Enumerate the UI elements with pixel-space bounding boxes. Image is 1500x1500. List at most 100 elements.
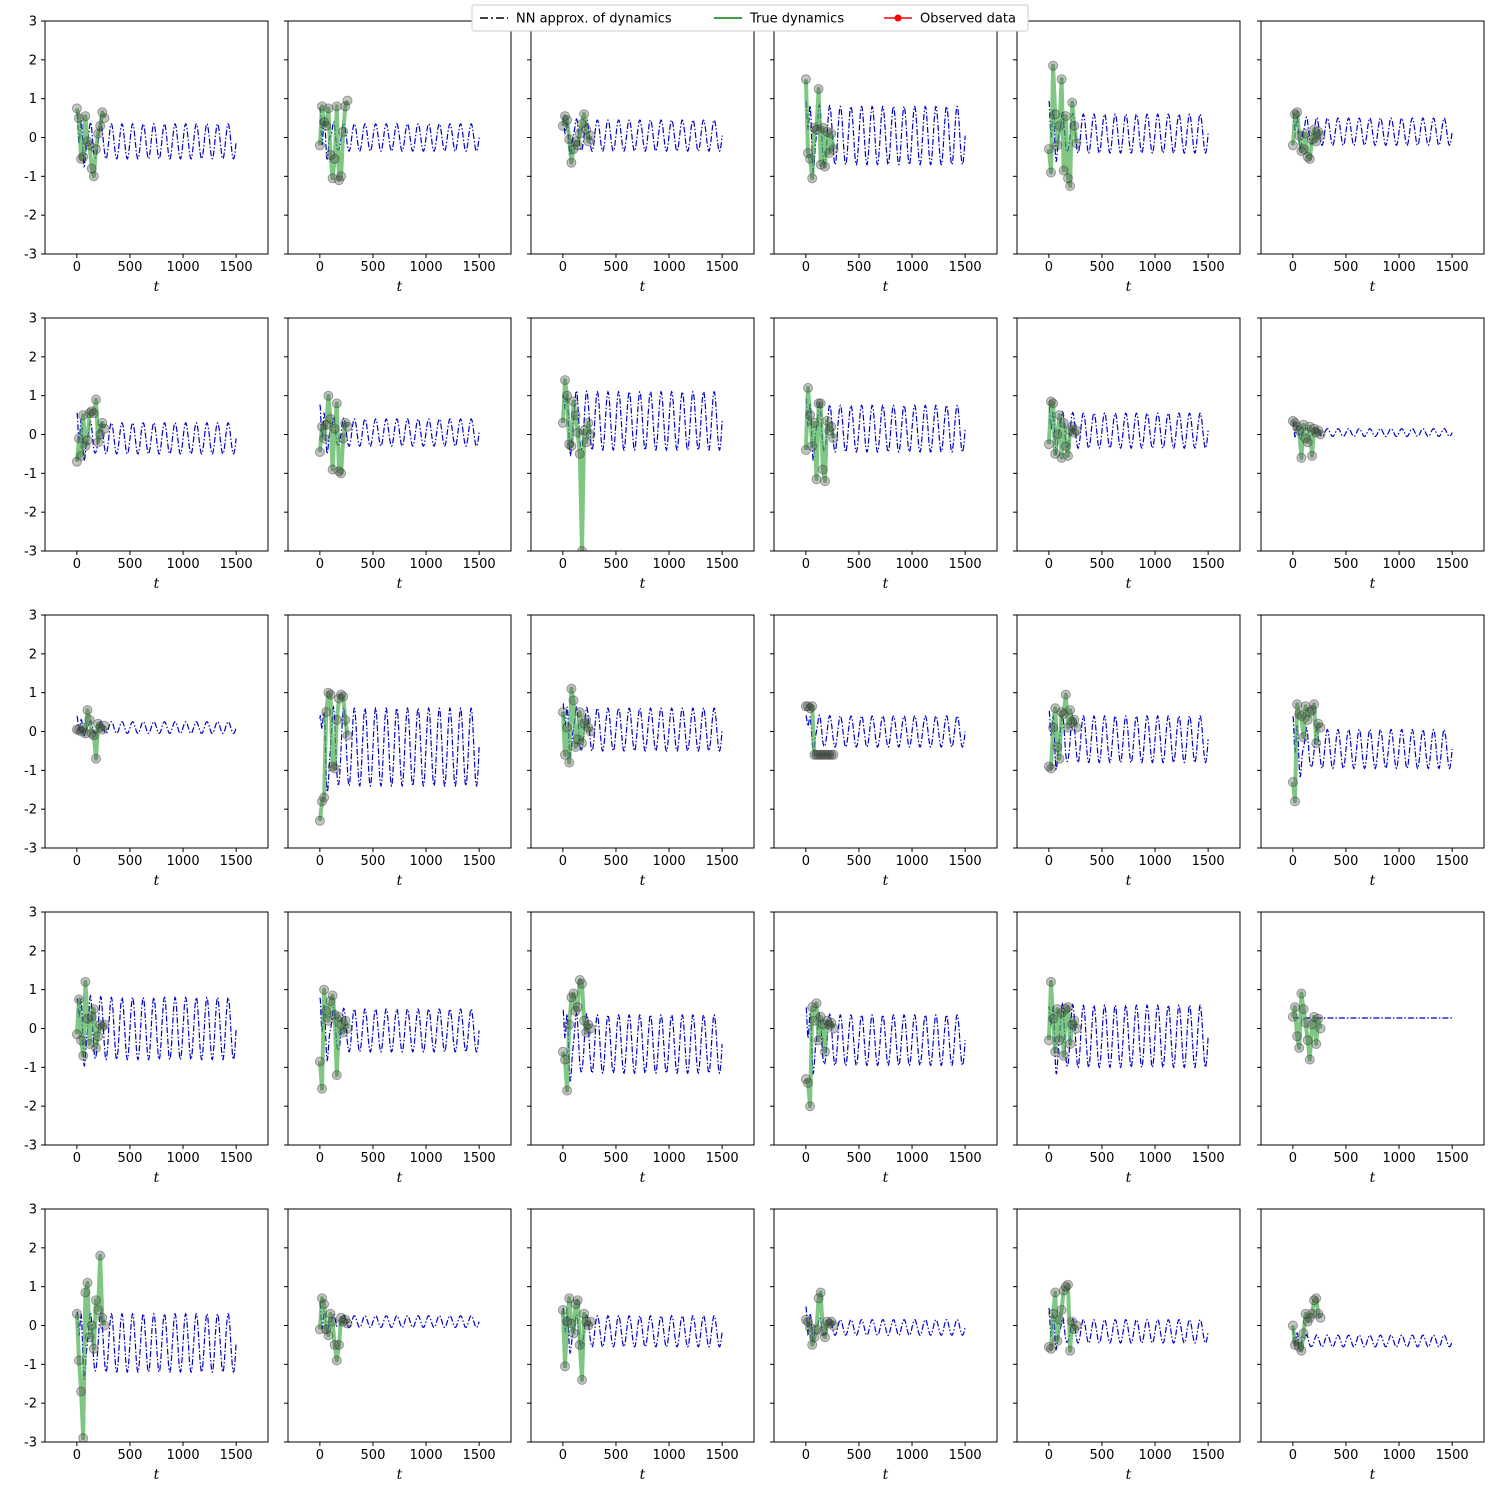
observed-point [807,173,818,184]
x-axis-label: t [883,576,889,592]
x-axis-label: t [397,1170,403,1186]
observed-point [1069,714,1080,725]
observed-point [1052,742,1063,752]
x-tick-label: 1500 [1192,1151,1225,1166]
observed-point [1065,1039,1076,1049]
plot-content [1043,60,1209,191]
observed-point [325,689,336,700]
observed-point [807,441,818,452]
observed-point [314,1324,325,1335]
observed-point [88,1343,99,1354]
observed-point [1311,738,1322,749]
nn-approx-line [319,107,480,160]
observed-point [329,423,340,434]
observed-point [340,1314,351,1325]
observed-point [1043,761,1054,772]
x-tick-label: 1000 [1383,1151,1416,1166]
observed-point [1300,433,1311,444]
subplot-1-5: 0 500 1000 1500 t [1013,20,1241,295]
observed-point [314,815,325,826]
x-tick-label: 0 [802,260,810,275]
observed-point [815,1011,826,1022]
observed-point [1043,439,1054,450]
observed-point [1052,1004,1063,1015]
subplot-5-1: 0 500 1000 1500 -3 -2 -1 0 1 2 3 t [24,1203,269,1483]
subplot-2-2: 0 500 1000 1500 t [284,317,512,592]
observed-point [338,433,349,444]
true-dynamics-line [1047,692,1079,771]
x-axis-label: t [397,1467,403,1483]
x-tick-label: 1500 [949,1448,982,1463]
observed-point [82,136,93,147]
observed-point [74,1355,84,1366]
observed-point [568,695,579,706]
observed-point [1063,722,1073,733]
observed-point [1054,410,1065,421]
observed-point [84,1332,95,1343]
plot-content [800,74,966,184]
x-tick-label: 500 [361,557,386,572]
observed-point [1300,701,1311,712]
true-dynamics-line [74,1253,107,1441]
observed-point [314,447,325,457]
x-tick-label: 1500 [949,557,982,572]
x-axis-label: t [883,873,889,889]
observed-point [1063,173,1073,184]
x-axis-label: t [640,279,646,295]
x-tick-label: 500 [361,1151,386,1166]
true-dynamics-line [1047,1282,1079,1353]
observed-point [76,450,87,461]
y-tick-label: -2 [24,803,37,818]
observed-point [560,375,570,386]
nn-approx-line [76,994,237,1067]
observed-point [583,1320,594,1331]
plot-content [557,1293,723,1385]
observed-point [336,1312,347,1323]
observed-point [1300,128,1311,139]
observed-point [1315,130,1326,141]
subplot-4-3: 0 500 1000 1500 t [527,911,755,1186]
observed-point [91,1042,101,1053]
observed-point [1048,1308,1059,1319]
observed-point [1071,1320,1082,1331]
legend-marker-observed [894,14,902,22]
x-axis-label: t [1126,576,1132,592]
plot-content [557,683,723,768]
plot-content [314,95,480,186]
observed-point [826,421,837,432]
nn-approx-line [76,113,237,169]
observed-point [1054,1314,1065,1325]
observed-point [809,1015,820,1026]
observed-point [826,749,837,760]
y-tick-label: 1 [29,389,37,404]
observed-point [1294,425,1305,436]
x-tick-label: 1000 [653,557,686,572]
observed-point [577,1374,587,1385]
observed-point [1071,138,1082,149]
plot-content [557,375,723,551]
observed-point [71,456,82,467]
x-tick-label: 500 [1090,854,1115,869]
plot-content [1287,415,1453,463]
x-tick-label: 0 [1045,260,1053,275]
observed-point [1060,1281,1071,1292]
observed-point [815,749,826,760]
x-tick-label: 1000 [896,1151,929,1166]
observed-point [822,1316,833,1327]
observed-point [1067,1019,1078,1030]
observed-point [564,1293,575,1304]
observed-point [1290,1339,1300,1350]
observed-point [323,103,334,114]
plot-area [531,318,754,551]
observed-point [800,445,811,455]
observed-point [572,734,583,745]
observed-point [1048,1013,1059,1024]
observed-point [815,1287,826,1298]
observed-point [334,175,344,186]
true-dynamics-line [317,987,350,1091]
observed-point [323,390,334,401]
observed-point [826,1316,837,1327]
x-tick-label: 1500 [1192,260,1225,275]
observed-point [1056,1305,1067,1315]
